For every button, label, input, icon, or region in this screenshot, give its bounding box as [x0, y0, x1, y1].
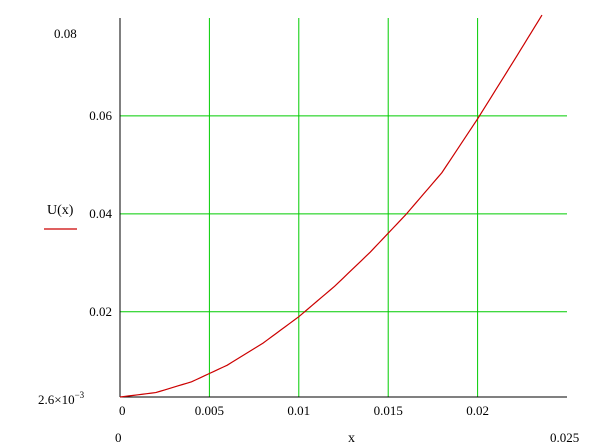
- y-tick-labels: 0.02 0.04 0.06: [89, 108, 112, 319]
- y-min-label: 2.6×10−3: [38, 390, 85, 407]
- series-line-u-x: [119, 14, 543, 398]
- x-range-max-label: 0.025: [550, 430, 579, 445]
- y-min-exponent: −3: [75, 390, 85, 400]
- grid-lines: [120, 18, 567, 397]
- x-axis-label: x: [348, 431, 355, 446]
- x-tick-label: 0.015: [374, 403, 403, 418]
- x-tick-label: 0.02: [466, 403, 489, 418]
- x-tick-label: 0: [119, 403, 126, 418]
- y-tick-label: 0.06: [89, 108, 112, 123]
- y-min-mantissa: 2.6×10: [38, 392, 75, 407]
- x-tick-label: 0.005: [195, 403, 224, 418]
- y-axis-label: U(x): [47, 203, 74, 218]
- y-tick-label: 0.04: [89, 206, 112, 221]
- x-tick-labels: 0 0.005 0.01 0.015 0.02: [119, 403, 489, 418]
- y-max-label: 0.08: [54, 26, 77, 41]
- x-range-min-label: 0: [115, 430, 122, 445]
- x-tick-label: 0.01: [287, 403, 310, 418]
- y-tick-label: 0.02: [89, 304, 112, 319]
